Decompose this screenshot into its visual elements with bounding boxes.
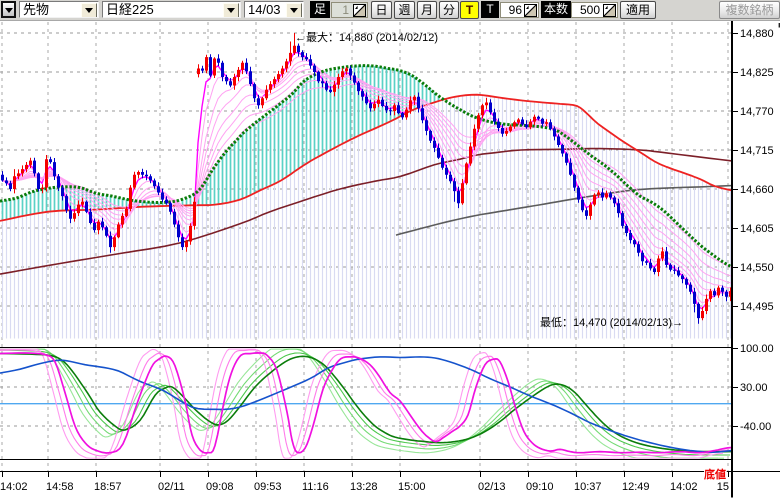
svg-text:-40.00: -40.00 (740, 421, 771, 433)
svg-text:09:10: 09:10 (526, 481, 554, 493)
svg-text:14,880: 14,880 (740, 28, 774, 40)
svg-text:最低：14,470 (2014/02/13)→: 最低：14,470 (2014/02/13)→ (540, 316, 683, 329)
svg-text:09:08: 09:08 (206, 481, 234, 493)
svg-text:14,715: 14,715 (740, 145, 774, 157)
svg-text:14,825: 14,825 (740, 67, 774, 79)
svg-text:14,770: 14,770 (740, 106, 774, 118)
svg-text:15:00: 15:00 (398, 481, 426, 493)
svg-text:14:02: 14:02 (670, 481, 698, 493)
svg-text:09:53: 09:53 (254, 481, 282, 493)
svg-text:14,660: 14,660 (740, 184, 774, 196)
svg-text:02/11: 02/11 (158, 481, 185, 493)
svg-text:11:16: 11:16 (302, 481, 329, 493)
svg-text:14,495: 14,495 (740, 301, 774, 313)
svg-text:14,605: 14,605 (740, 223, 774, 235)
svg-text:18:57: 18:57 (94, 481, 122, 493)
svg-text:10:37: 10:37 (574, 481, 602, 493)
svg-text:14:58: 14:58 (46, 481, 74, 493)
svg-text:15: 15 (717, 481, 729, 493)
svg-text:14:02: 14:02 (0, 481, 28, 493)
svg-text:13:28: 13:28 (350, 481, 378, 493)
svg-text:底値: 底値 (704, 467, 726, 481)
svg-text:30.00: 30.00 (740, 382, 768, 394)
svg-text:12:49: 12:49 (622, 481, 650, 493)
svg-text:14,550: 14,550 (740, 262, 774, 274)
svg-text:←最大：14,880 (2014/02/12): ←最大：14,880 (2014/02/12) (295, 30, 438, 44)
svg-text:02/13: 02/13 (478, 481, 506, 493)
svg-text:100.00: 100.00 (740, 343, 774, 355)
